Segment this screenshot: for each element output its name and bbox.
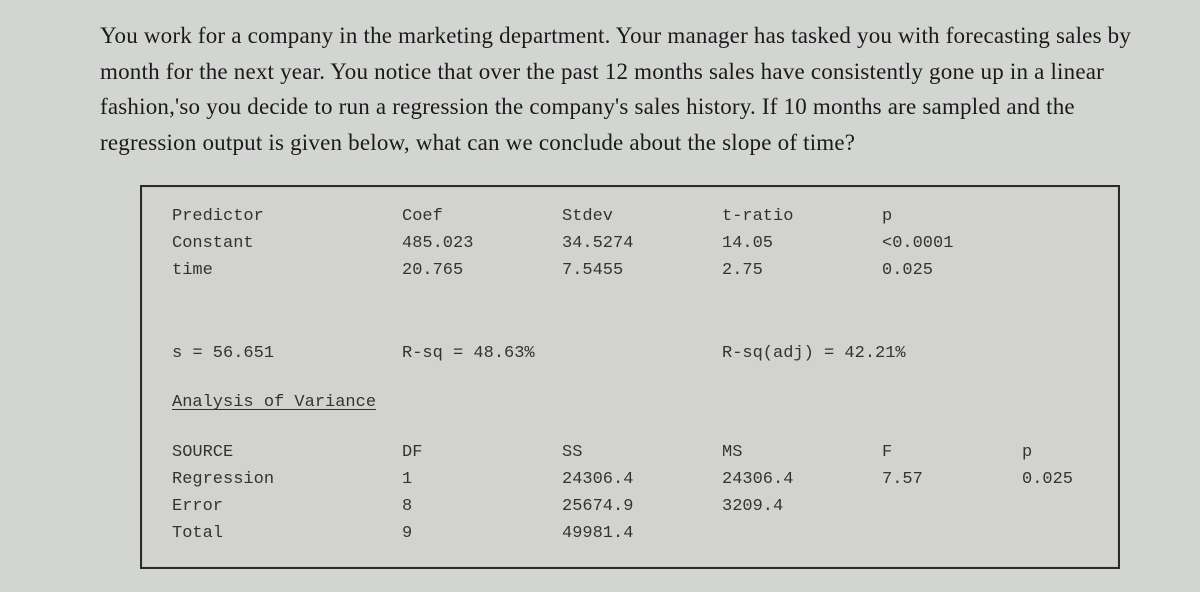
cell: 485.023	[402, 230, 562, 257]
cell: 0.025	[882, 257, 1022, 284]
cell: 2.75	[722, 257, 882, 284]
cell: 49981.4	[562, 520, 722, 547]
col-header: MS	[722, 439, 882, 466]
col-header: p	[1022, 439, 1122, 466]
cell: 9	[402, 520, 562, 547]
anova-header-row: SOURCE DF SS MS F p	[172, 439, 1088, 466]
question-text: You work for a company in the marketing …	[100, 18, 1160, 161]
col-header: p	[882, 203, 1022, 230]
col-header: Predictor	[172, 203, 402, 230]
stat-rsq: R-sq = 48.63%	[402, 340, 722, 367]
cell: 25674.9	[562, 493, 722, 520]
col-header: DF	[402, 439, 562, 466]
anova-row: Regression 1 24306.4 24306.4 7.57 0.025	[172, 466, 1088, 493]
cell: 0.025	[1022, 466, 1122, 493]
cell: time	[172, 257, 402, 284]
cell: 1	[402, 466, 562, 493]
stat-s: s = 56.651	[172, 340, 402, 367]
col-header: t-ratio	[722, 203, 882, 230]
cell: 7.5455	[562, 257, 722, 284]
anova-row: Total 9 49981.4	[172, 520, 1088, 547]
cell: 14.05	[722, 230, 882, 257]
col-header: F	[882, 439, 1022, 466]
cell: 20.765	[402, 257, 562, 284]
stat-rsq-adj: R-sq(adj) = 42.21%	[722, 340, 1022, 367]
cell: 7.57	[882, 466, 1022, 493]
col-header: Stdev	[562, 203, 722, 230]
col-header: Coef	[402, 203, 562, 230]
cell: 34.5274	[562, 230, 722, 257]
col-header: SS	[562, 439, 722, 466]
cell: 24306.4	[722, 466, 882, 493]
predictor-row: time 20.765 7.5455 2.75 0.025	[172, 257, 1088, 284]
anova-row: Error 8 25674.9 3209.4	[172, 493, 1088, 520]
page: You work for a company in the marketing …	[0, 0, 1200, 569]
cell: 8	[402, 493, 562, 520]
cell: Total	[172, 520, 402, 547]
cell: Constant	[172, 230, 402, 257]
regression-output: Predictor Coef Stdev t-ratio p Constant …	[140, 185, 1120, 570]
predictor-header-row: Predictor Coef Stdev t-ratio p	[172, 203, 1088, 230]
cell: Regression	[172, 466, 402, 493]
cell: 24306.4	[562, 466, 722, 493]
anova-title: Analysis of Variance	[172, 389, 1088, 416]
cell: 3209.4	[722, 493, 882, 520]
cell: Error	[172, 493, 402, 520]
col-header: SOURCE	[172, 439, 402, 466]
predictor-row: Constant 485.023 34.5274 14.05 <0.0001	[172, 230, 1088, 257]
stats-row: s = 56.651 R-sq = 48.63% R-sq(adj) = 42.…	[172, 340, 1088, 367]
cell: <0.0001	[882, 230, 1022, 257]
